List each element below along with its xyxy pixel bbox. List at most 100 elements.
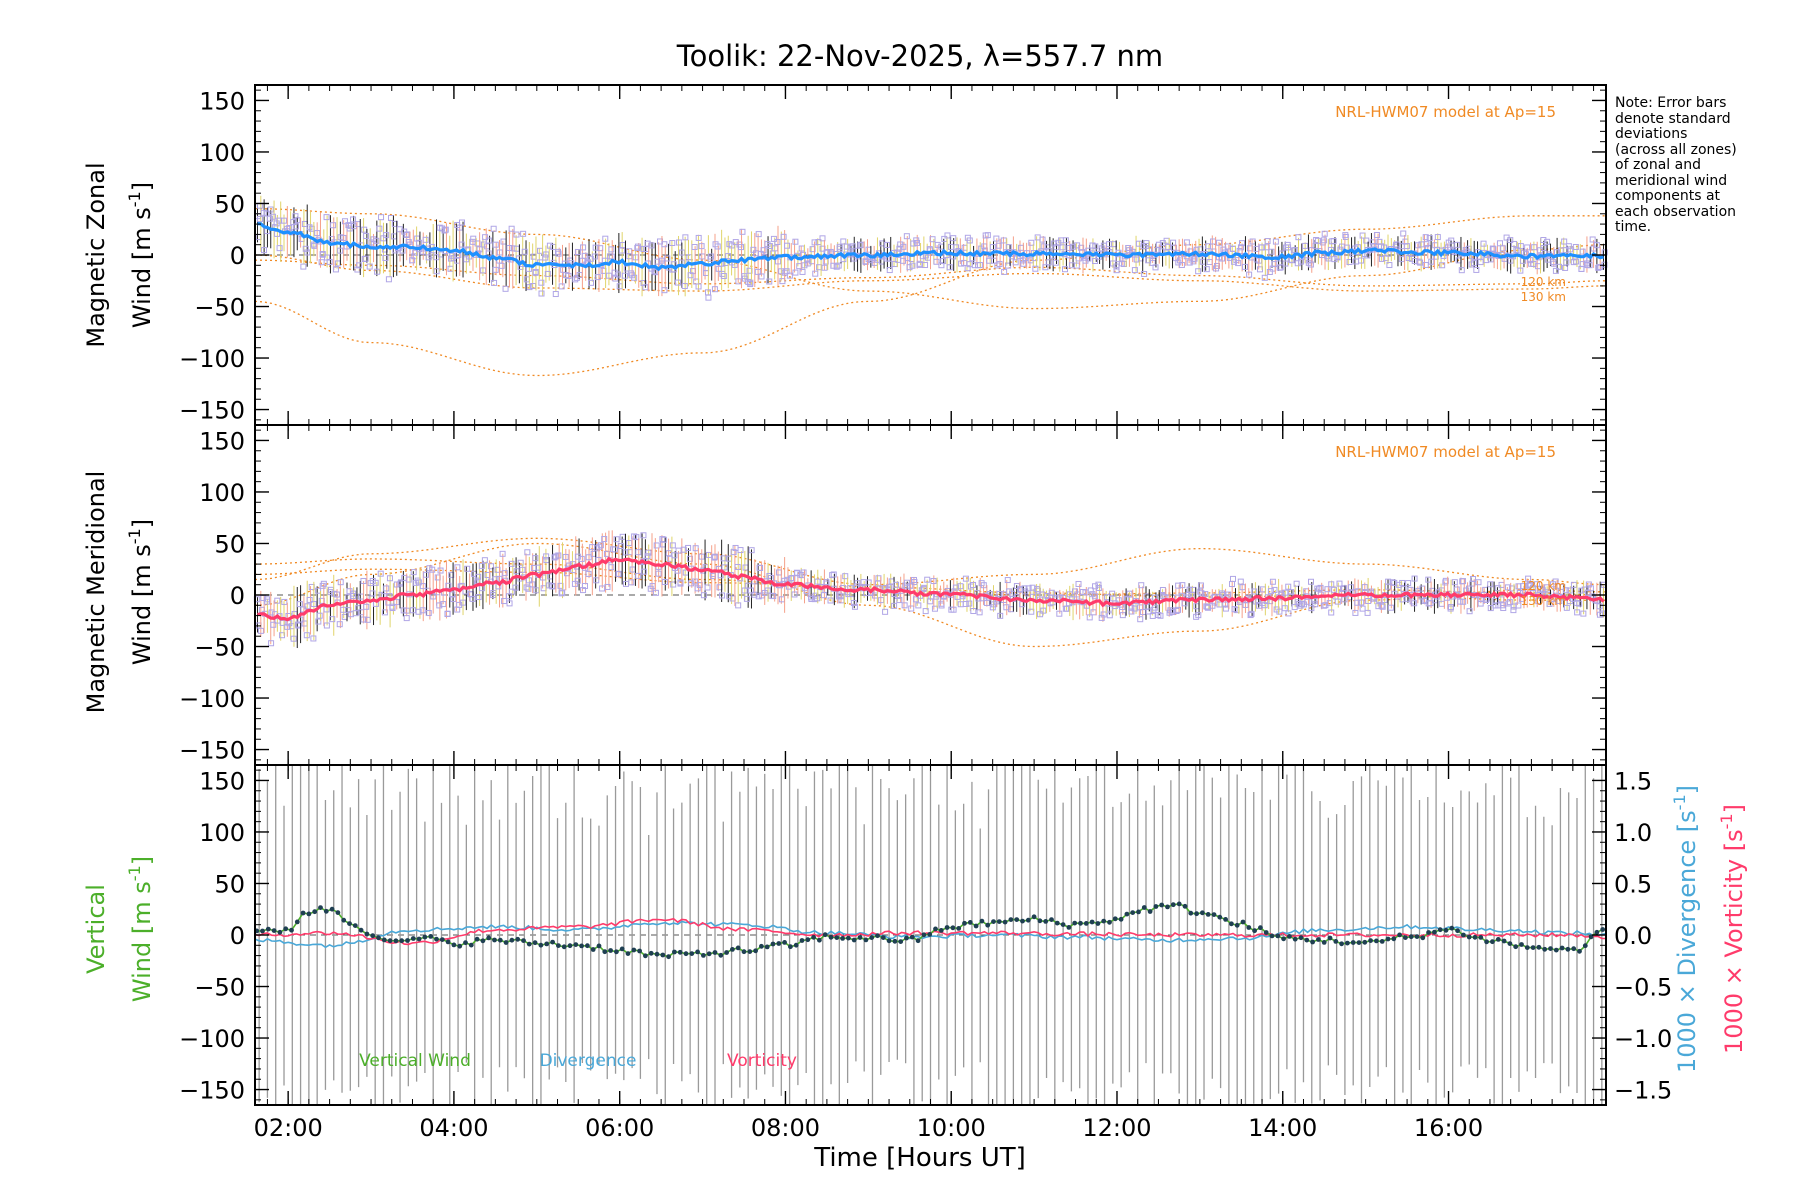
scatter-point (758, 273, 765, 280)
scatter-point (653, 542, 660, 549)
scatter-point (874, 256, 881, 263)
zonal-ylabel-line1: Magnetic Zonal (82, 162, 110, 347)
scatter-point (1170, 244, 1177, 251)
scatter-point (1324, 586, 1331, 593)
scatter-point (1576, 600, 1583, 607)
scatter-point (1361, 584, 1368, 591)
vertical-wind-point (834, 935, 840, 940)
scatter-point (376, 225, 383, 232)
vertical-wind-point (1466, 934, 1472, 940)
scatter-point (386, 575, 393, 582)
vertical-wind-point (289, 927, 294, 933)
scatter-point (460, 599, 467, 606)
vertical-wind-point (938, 928, 944, 933)
scatter-point (1269, 578, 1276, 585)
scatter-point (565, 272, 572, 279)
scatter-point (458, 241, 465, 248)
vertical-wind-point (1542, 946, 1548, 952)
scatter-point (1499, 602, 1506, 609)
scatter-point (363, 232, 370, 239)
scatter-point (448, 571, 455, 578)
scatter-point (1312, 601, 1319, 608)
scatter-point (989, 244, 996, 251)
scatter-point (1231, 258, 1238, 265)
scatter-point (644, 240, 651, 247)
scatter-point (1460, 598, 1467, 605)
note-line: time. (1615, 219, 1652, 235)
scatter-point (674, 567, 681, 574)
scatter-point (1434, 234, 1441, 241)
scatter-point (611, 546, 618, 553)
scatter-point (962, 575, 969, 582)
vertical-wind-point (1385, 936, 1391, 942)
scatter-point (893, 581, 900, 588)
scatter-point (1511, 240, 1518, 247)
scatter-point (755, 231, 762, 238)
scatter-point (1336, 580, 1343, 587)
scatter-point (1013, 583, 1020, 590)
scatter-point (1483, 596, 1490, 603)
scatter-point (360, 577, 367, 584)
scatter-point (704, 584, 711, 591)
scatter-point (899, 257, 906, 264)
vertical-wind-point (1443, 927, 1449, 933)
vertical-wind-point (1211, 912, 1217, 917)
scatter-point (671, 552, 678, 559)
scatter-point (517, 559, 524, 566)
scatter-point (927, 598, 934, 605)
vertical-wind-point (944, 925, 950, 930)
model-label: NRL-HWM07 model at Ap=15 (1335, 103, 1556, 121)
scatter-point (385, 276, 392, 283)
scatter-point (962, 600, 969, 607)
vertical-wind-point (921, 932, 927, 938)
scatter-point (526, 284, 533, 291)
vertical-wind-point (869, 935, 875, 940)
scatter-point (304, 249, 311, 256)
scatter-point (1469, 575, 1476, 582)
scatter-point (286, 620, 293, 627)
vertical-wind-point (428, 934, 434, 939)
scatter-point (976, 609, 983, 616)
scatter-point (294, 217, 301, 224)
vertical-wind-point (1252, 928, 1257, 934)
scatter-point (1386, 262, 1393, 269)
scatter-point (304, 603, 311, 610)
vertical-wind-point (1060, 922, 1066, 927)
scatter-point (482, 234, 489, 241)
vertical-wind-point (294, 919, 300, 925)
scatter-point (1282, 589, 1289, 596)
scatter-point (1352, 609, 1359, 616)
scatter-point (743, 595, 750, 602)
scatter-point (1400, 585, 1407, 592)
scatter-point (1358, 599, 1365, 606)
vertical-wind-point (1188, 910, 1194, 916)
scatter-point (770, 593, 777, 600)
scatter-point (950, 235, 957, 242)
scatter-point (1216, 239, 1223, 246)
scatter-point (840, 238, 847, 245)
scatter-point (475, 573, 482, 580)
scatter-point (383, 232, 390, 239)
scatter-point (1477, 259, 1484, 266)
scatter-point (578, 555, 585, 562)
scatter-point (350, 216, 357, 223)
scatter-point (1055, 239, 1062, 246)
vertical-wind-point (567, 943, 573, 949)
scatter-point (854, 580, 861, 587)
scatter-point (1109, 260, 1116, 267)
vertical-wind-point (1501, 938, 1507, 944)
vertical-wind-point (486, 935, 492, 941)
scatter-point (521, 248, 528, 255)
scatter-point (494, 566, 501, 573)
vertical-wind-point (1246, 925, 1252, 930)
scatter-point (334, 260, 341, 267)
scatter-point (405, 239, 412, 246)
vertical-wind-point (1565, 946, 1571, 952)
scatter-point (1178, 261, 1185, 268)
y-tick-label: −150 (179, 1077, 245, 1105)
vertical-wind-point (706, 951, 712, 957)
scatter-point (337, 247, 344, 254)
y-tick-label: 100 (199, 139, 245, 167)
scatter-point (827, 597, 834, 604)
